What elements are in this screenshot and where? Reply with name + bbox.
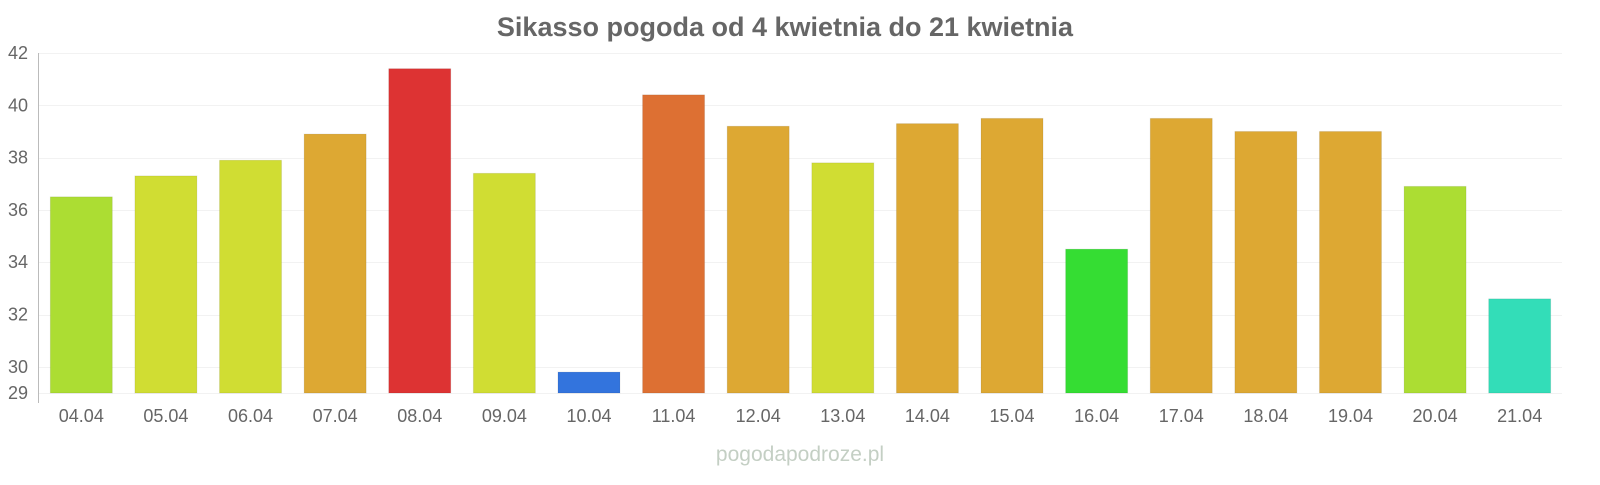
x-tick-label: 11.04 [652, 406, 696, 426]
bars [49, 68, 1552, 394]
y-tick-label: 30 [8, 357, 28, 377]
y-tick-label: 42 [8, 43, 28, 63]
bar-10.04 [557, 371, 621, 394]
bar-06.04 [219, 159, 283, 394]
x-tick-label: 21.04 [1497, 406, 1542, 426]
x-tick-label: 07.04 [313, 406, 358, 426]
x-tick-label: 13.04 [820, 406, 865, 426]
bar-14.04 [895, 123, 959, 394]
x-tick-label: 16.04 [1074, 406, 1119, 426]
bar-07.04 [303, 133, 367, 394]
x-tick-label: 10.04 [566, 406, 611, 426]
bar-21.04 [1488, 298, 1552, 394]
y-tick-label: 36 [8, 200, 28, 220]
x-tick-label: 19.04 [1328, 406, 1373, 426]
x-tick-label: 12.04 [736, 406, 781, 426]
bar-08.04 [388, 68, 452, 394]
x-tick-label: 08.04 [397, 406, 442, 426]
bar-05.04 [134, 175, 198, 394]
bar-12.04 [726, 125, 790, 394]
x-tick-label: 09.04 [482, 406, 527, 426]
y-axis-ticks: 29 30 32 34 36 38 40 42 [8, 43, 28, 403]
x-tick-label: 15.04 [990, 406, 1035, 426]
y-tick-label: 40 [8, 95, 28, 115]
x-tick-label: 20.04 [1413, 406, 1458, 426]
bar-16.04 [1065, 248, 1129, 394]
y-tick-label: 29 [8, 383, 28, 403]
x-axis-ticks: 04.04 05.04 06.04 07.04 08.04 09.04 10.04 11.04… [59, 406, 1542, 426]
x-tick-label: 05.04 [143, 406, 188, 426]
x-tick-label: 14.04 [905, 406, 950, 426]
bar-13.04 [811, 162, 875, 394]
bar-15.04 [980, 117, 1044, 394]
bar-18.04 [1234, 130, 1298, 394]
y-tick-label: 32 [8, 305, 28, 325]
bar-11.04 [642, 94, 706, 394]
bar-19.04 [1318, 130, 1382, 394]
chart-title: Sikasso pogoda od 4 kwietnia do 21 kwiet… [497, 12, 1074, 42]
x-tick-label: 06.04 [228, 406, 273, 426]
x-tick-label: 04.04 [59, 406, 104, 426]
bar-17.04 [1149, 117, 1213, 394]
bar-09.04 [472, 172, 536, 394]
y-tick-label: 34 [8, 252, 28, 272]
watermark: pogodapodroze.pl [716, 443, 884, 466]
x-tick-label: 17.04 [1159, 406, 1204, 426]
x-tick-label: 18.04 [1243, 406, 1288, 426]
bar-20.04 [1403, 185, 1467, 394]
bar-04.04 [49, 196, 113, 394]
y-tick-label: 38 [8, 148, 28, 168]
grid-lines [39, 53, 1562, 394]
